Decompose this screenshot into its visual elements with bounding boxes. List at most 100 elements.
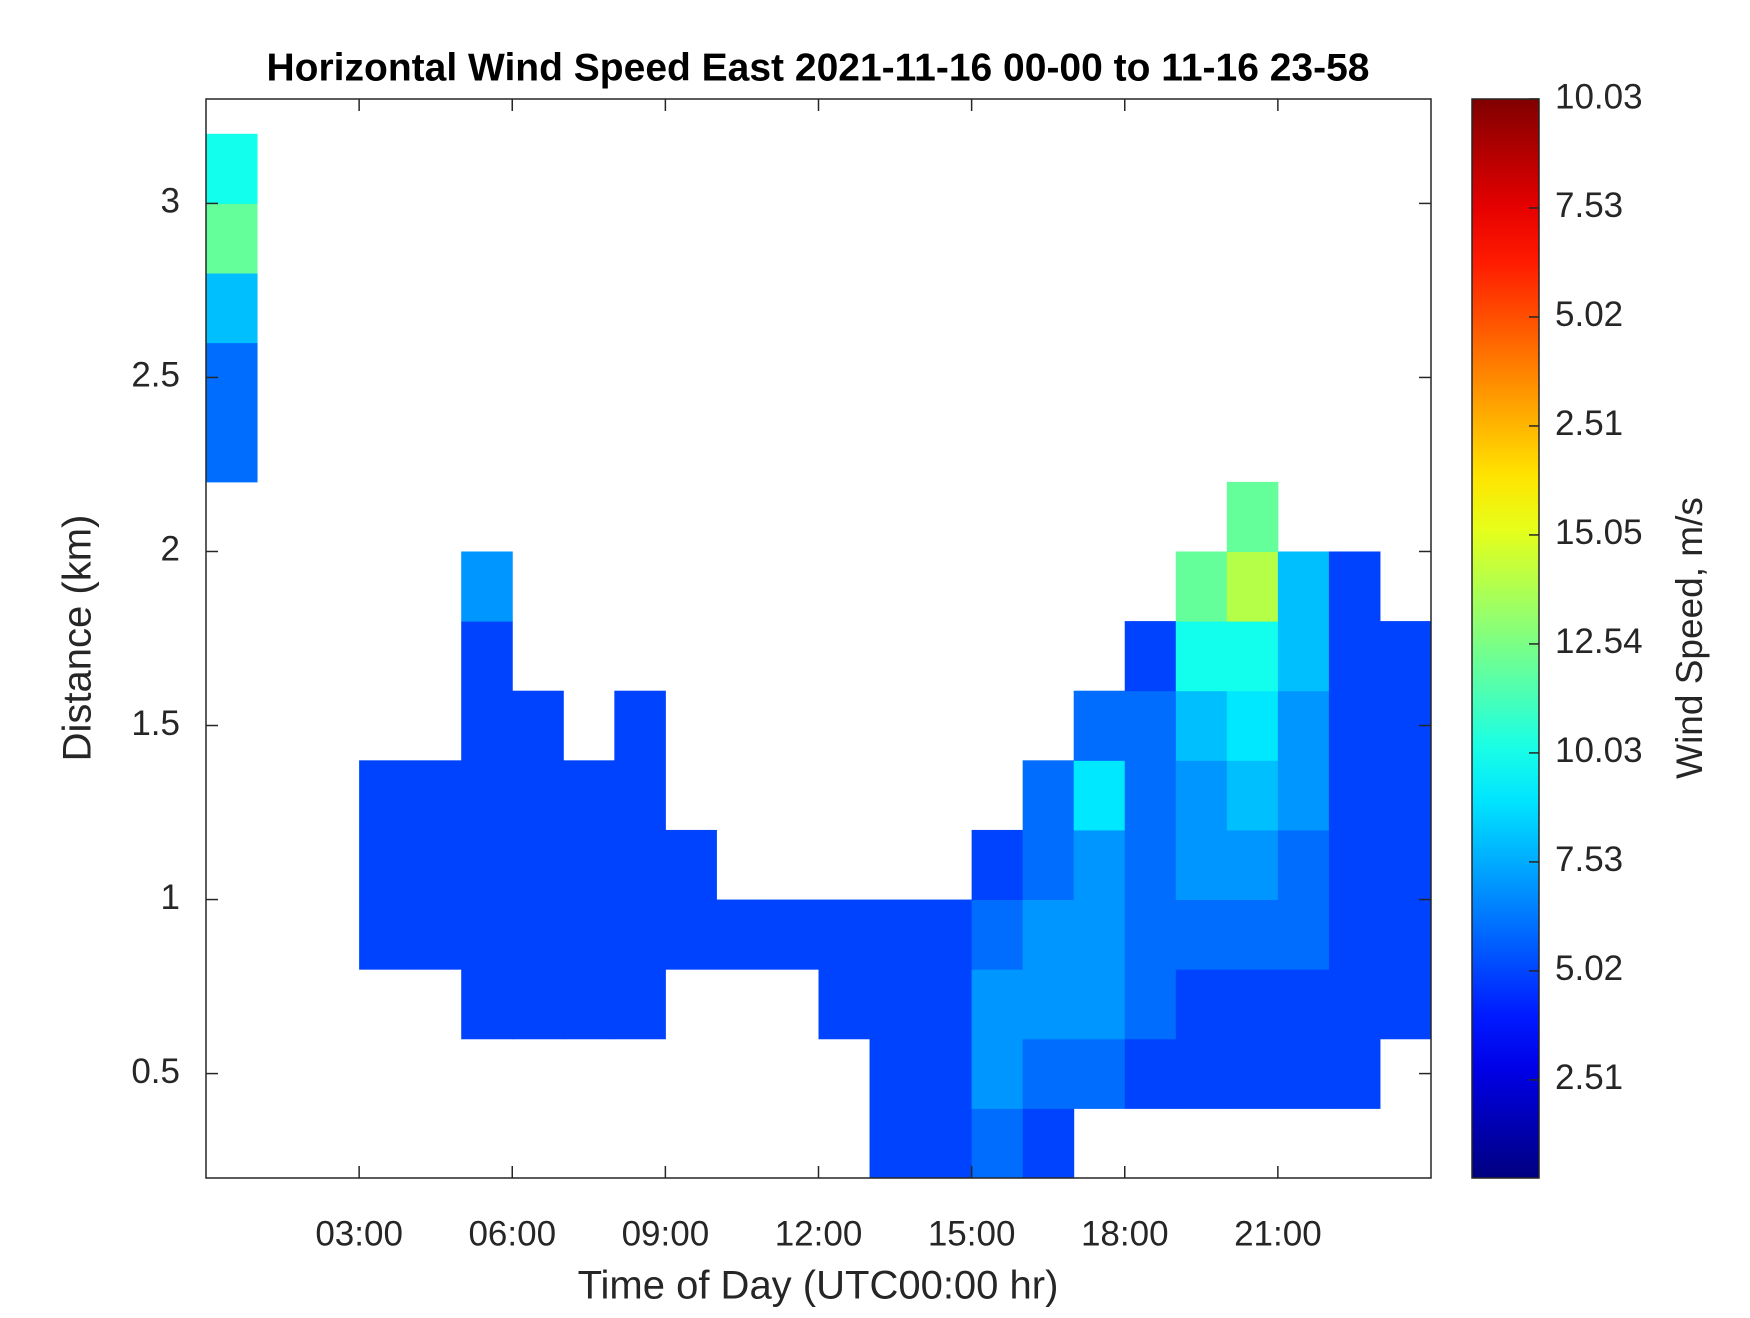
heatmap-cell	[461, 829, 513, 901]
heatmap-cell	[1175, 969, 1228, 1040]
heatmap-cell	[563, 760, 615, 831]
y-tick-label: 0.5	[131, 1052, 180, 1091]
heatmap-cell	[461, 621, 513, 692]
heatmap-cell	[1175, 1038, 1228, 1109]
colorbar-tick-label: 5.02	[1555, 949, 1623, 988]
heatmap-cell	[1379, 899, 1432, 970]
heatmap-cell	[206, 203, 258, 274]
x-tick-label: 09:00	[622, 1214, 710, 1253]
x-tick-label: 18:00	[1081, 1214, 1169, 1253]
x-tick-label: 15:00	[928, 1214, 1016, 1253]
heatmap-cell	[1022, 1108, 1075, 1179]
heatmap-cell	[1277, 899, 1330, 970]
heatmap-cell	[359, 829, 411, 901]
heatmap-cell	[614, 690, 666, 761]
heatmap-cell	[1379, 621, 1432, 692]
heatmap-cell	[665, 829, 717, 901]
heatmap-cell	[1124, 1038, 1177, 1109]
y-axis-label: Distance (km)	[56, 515, 100, 762]
heatmap-cell	[461, 899, 513, 970]
heatmap-cell	[512, 969, 564, 1040]
heatmap-cell	[1277, 829, 1330, 901]
heatmap-cell	[1073, 690, 1126, 761]
heatmap-cell	[410, 760, 462, 831]
heatmap-cell	[1022, 969, 1075, 1040]
y-tick-label: 3	[161, 182, 180, 221]
heatmap-cell	[1277, 1038, 1330, 1109]
heatmap-cell	[1277, 969, 1330, 1040]
heatmap-cell	[869, 1038, 922, 1109]
heatmap-cell	[1226, 1038, 1279, 1109]
heatmap-cell	[512, 760, 564, 831]
heatmap-cell	[1073, 899, 1126, 970]
heatmap-cell	[206, 133, 258, 204]
x-tick-label: 12:00	[775, 1214, 863, 1253]
x-tick-label: 21:00	[1234, 1214, 1322, 1253]
x-axis-label: Time of Day (UTC00:00 hr)	[578, 1264, 1059, 1308]
heatmap-cell	[920, 1038, 973, 1109]
heatmap-cell	[1175, 829, 1228, 901]
heatmap-cell	[1073, 1038, 1126, 1109]
colorbar-label: Wind Speed, m/s	[1669, 497, 1710, 779]
heatmap-cell	[461, 551, 513, 622]
heatmap-cell	[1124, 829, 1177, 901]
heatmap-cell	[1022, 829, 1075, 901]
heatmap-cell	[1328, 551, 1381, 622]
heatmap-cell	[1175, 760, 1228, 831]
heatmap-cell	[869, 1108, 922, 1179]
heatmap-cell	[1328, 760, 1381, 831]
colorbar-tick-label: 10.03	[1555, 77, 1643, 116]
heatmap-cell	[869, 969, 922, 1040]
heatmap-cell	[1124, 690, 1177, 761]
heatmap-cell	[1328, 690, 1381, 761]
heatmap-cell	[1328, 621, 1381, 692]
heatmap-cell	[869, 899, 922, 970]
heatmap-cell	[1226, 969, 1279, 1040]
heatmap-cell	[461, 690, 513, 761]
heatmap-cell	[563, 829, 615, 901]
heatmap-cell	[1226, 690, 1279, 761]
heatmap-cell	[512, 829, 564, 901]
heatmap-cell	[1175, 621, 1228, 692]
heatmap-cell	[1226, 621, 1279, 692]
heatmap-cell	[410, 829, 462, 901]
heatmap-cell	[1124, 899, 1177, 970]
heatmap-cell	[1073, 829, 1126, 901]
heatmap-cell	[614, 760, 666, 831]
heatmap-cell	[971, 1108, 1024, 1179]
heatmap-cell	[206, 412, 258, 483]
colorbar-tick-label: 2.51	[1555, 404, 1623, 443]
heatmap-cell	[1226, 899, 1279, 970]
heatmap-cell	[563, 969, 615, 1040]
y-tick-label: 1	[161, 878, 180, 917]
heatmap-cell	[1124, 760, 1177, 831]
heatmap-cell	[1379, 760, 1432, 831]
heatmap-cell	[512, 690, 564, 761]
heatmap-cell	[1073, 969, 1126, 1040]
heatmap-cell	[1277, 690, 1330, 761]
heatmap-cell	[971, 829, 1024, 901]
x-tick-label: 03:00	[315, 1214, 403, 1253]
colorbar-tick-label: 2.51	[1555, 1058, 1623, 1097]
heatmap-cell	[1328, 899, 1381, 970]
heatmap-cell	[1379, 969, 1432, 1040]
chart-title: Horizontal Wind Speed East 2021-11-16 00…	[267, 46, 1370, 89]
heatmap-cell	[1328, 1038, 1381, 1109]
heatmap-cell	[971, 969, 1024, 1040]
y-tick-label: 2.5	[131, 356, 180, 395]
heatmap-cell	[1124, 621, 1177, 692]
heatmap-cell	[920, 969, 973, 1040]
colorbar	[1471, 98, 1540, 1179]
colorbar-tick-label: 12.54	[1555, 622, 1643, 661]
x-tick-label: 06:00	[468, 1214, 556, 1253]
heatmap-cell	[614, 899, 666, 970]
heatmap-cell	[461, 760, 513, 831]
heatmap-cell	[1175, 690, 1228, 761]
heatmap-cell	[1226, 760, 1279, 831]
heatmap-cell	[1277, 551, 1330, 622]
heatmap-cell	[359, 760, 411, 831]
heatmap-cell	[614, 969, 666, 1040]
heatmap-cell	[1277, 621, 1330, 692]
heatmap-cell	[1328, 829, 1381, 901]
